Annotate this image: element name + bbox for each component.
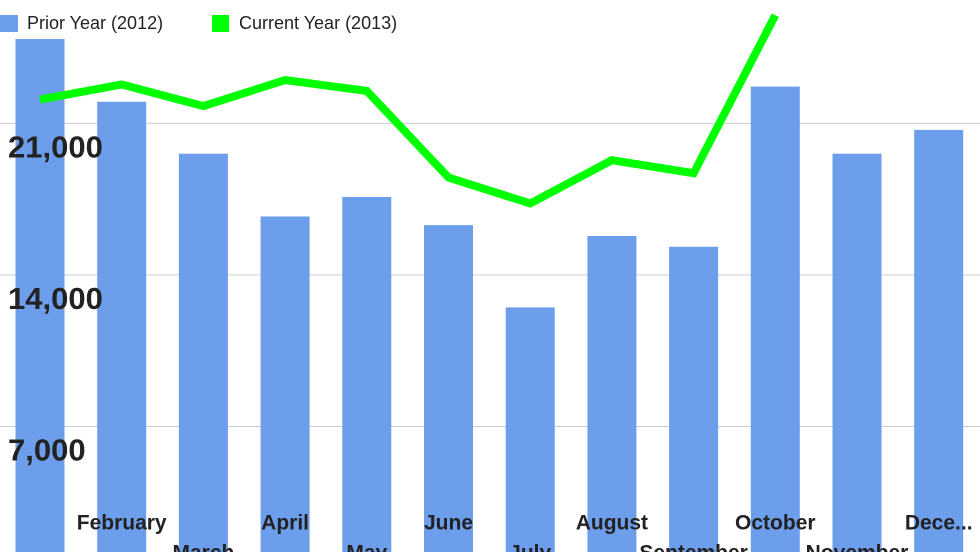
x-tick-label: October <box>735 512 816 535</box>
x-tick-label: Dece... <box>905 512 973 535</box>
labels: 7,000 14,000 21,000 February March April May Ju… <box>8 130 973 552</box>
bars <box>15 38 964 552</box>
bar <box>424 225 473 552</box>
legend-label: Current Year (2013) <box>239 13 397 33</box>
x-tick-label: June <box>424 512 473 535</box>
bar <box>587 235 637 552</box>
legend: Prior Year (2012) Current Year (2013) <box>0 13 397 33</box>
x-tick-label: February <box>77 512 167 535</box>
x-tick-label: September <box>639 542 748 552</box>
bar <box>505 307 555 552</box>
bar <box>260 216 310 552</box>
bar <box>97 101 147 552</box>
x-tick-label: July <box>509 542 551 552</box>
bar <box>178 153 228 552</box>
bar <box>750 86 800 552</box>
x-tick-label: August <box>576 512 648 535</box>
bar <box>342 196 392 552</box>
y-tick-label: 7,000 <box>8 433 86 468</box>
legend-label: Prior Year (2012) <box>27 13 163 33</box>
y-tick-label: 14,000 <box>8 281 103 316</box>
x-tick-label: November <box>806 542 909 552</box>
line <box>39 13 779 208</box>
bar <box>832 153 882 552</box>
lines <box>39 13 779 208</box>
legend-swatch <box>0 15 18 32</box>
y-tick-label: 21,000 <box>8 130 103 165</box>
bar <box>15 38 65 552</box>
x-tick-label: April <box>261 512 309 535</box>
legend-swatch <box>212 15 229 32</box>
bar <box>914 129 964 552</box>
x-tick-label: March <box>172 542 234 552</box>
grid <box>0 122 980 427</box>
bar <box>669 246 719 552</box>
x-tick-label: May <box>346 542 387 552</box>
